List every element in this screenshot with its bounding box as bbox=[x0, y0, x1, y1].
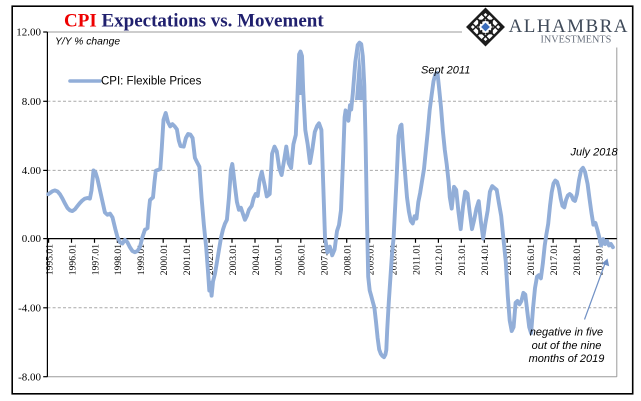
svg-text:2003.01: 2003.01 bbox=[228, 244, 239, 275]
svg-text:-4.00: -4.00 bbox=[18, 302, 41, 314]
svg-text:2019.01: 2019.01 bbox=[595, 244, 606, 275]
svg-text:months of 2019: months of 2019 bbox=[529, 353, 605, 365]
svg-text:12.00: 12.00 bbox=[16, 27, 41, 39]
svg-text:1995.01: 1995.01 bbox=[44, 244, 55, 275]
svg-text:July 2018: July 2018 bbox=[570, 147, 619, 159]
svg-text:8.00: 8.00 bbox=[22, 96, 42, 108]
svg-text:2009.01: 2009.01 bbox=[365, 244, 376, 275]
svg-text:2007.01: 2007.01 bbox=[320, 244, 331, 275]
svg-text:INVESTMENTS: INVESTMENTS bbox=[541, 34, 612, 45]
svg-text:2016.01: 2016.01 bbox=[526, 244, 537, 275]
svg-text:2013.01: 2013.01 bbox=[457, 244, 468, 275]
svg-text:2004.01: 2004.01 bbox=[251, 244, 262, 275]
svg-text:Sept 2011: Sept 2011 bbox=[421, 65, 470, 77]
svg-text:1999.01: 1999.01 bbox=[136, 244, 147, 275]
svg-text:0.00: 0.00 bbox=[22, 233, 42, 245]
svg-text:2015.01: 2015.01 bbox=[503, 244, 514, 275]
svg-text:2002.01: 2002.01 bbox=[205, 244, 216, 275]
svg-text:2014.01: 2014.01 bbox=[480, 244, 491, 275]
svg-text:1998.01: 1998.01 bbox=[113, 244, 124, 275]
svg-text:2012.01: 2012.01 bbox=[434, 244, 445, 275]
svg-text:2001.01: 2001.01 bbox=[182, 244, 193, 275]
svg-text:4.00: 4.00 bbox=[22, 165, 42, 177]
svg-text:2017.01: 2017.01 bbox=[549, 244, 560, 275]
svg-text:2006.01: 2006.01 bbox=[297, 244, 308, 275]
svg-text:1996.01: 1996.01 bbox=[67, 244, 78, 275]
svg-text:1997.01: 1997.01 bbox=[90, 244, 101, 275]
svg-text:2010.01: 2010.01 bbox=[388, 244, 399, 275]
svg-text:ALHAMBRA: ALHAMBRA bbox=[509, 16, 629, 37]
svg-text:Y/Y % change: Y/Y % change bbox=[55, 37, 120, 48]
svg-text:2008.01: 2008.01 bbox=[343, 244, 354, 275]
svg-text:2011.01: 2011.01 bbox=[411, 244, 422, 275]
svg-text:2018.01: 2018.01 bbox=[572, 244, 583, 275]
svg-text:CPI: Flexible Prices: CPI: Flexible Prices bbox=[101, 75, 202, 87]
svg-text:out of the nine: out of the nine bbox=[532, 340, 602, 352]
svg-text:-8.00: -8.00 bbox=[18, 371, 41, 383]
svg-text:negative in five: negative in five bbox=[530, 327, 603, 339]
svg-text:2005.01: 2005.01 bbox=[274, 244, 285, 275]
svg-text:2000.01: 2000.01 bbox=[159, 244, 170, 275]
svg-text:CPI Expectations vs. Movement: CPI Expectations vs. Movement bbox=[64, 11, 324, 32]
